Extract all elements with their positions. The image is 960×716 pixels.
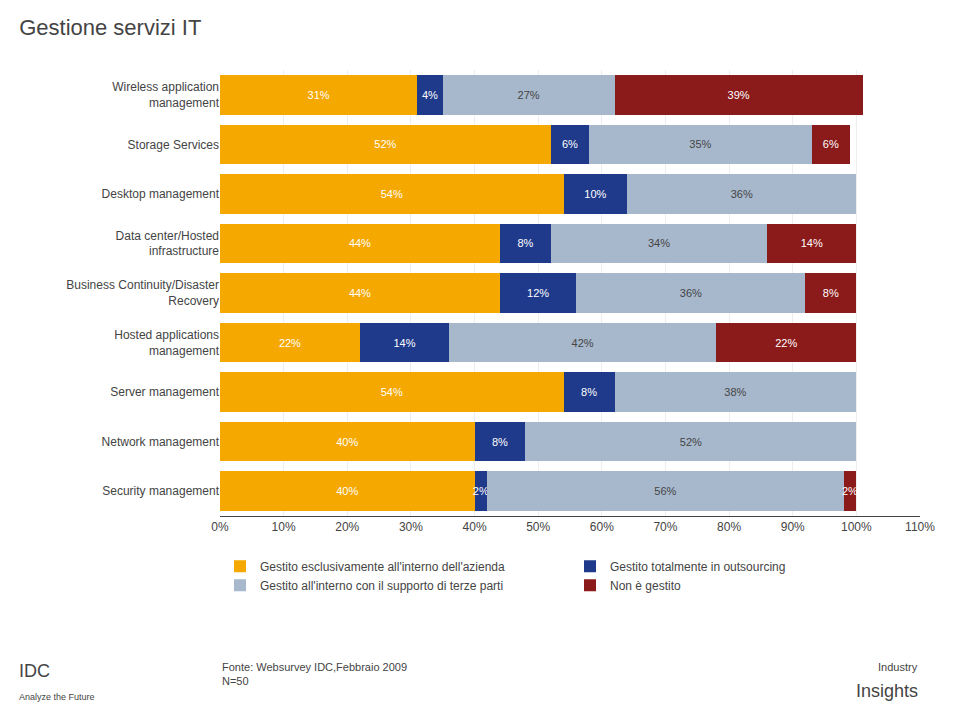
svg-text:8%: 8% [581,386,597,398]
svg-text:4%: 4% [422,89,438,101]
svg-text:Storage Services: Storage Services [128,138,219,152]
svg-text:Gestito all'interno con il sup: Gestito all'interno con il supporto di t… [260,579,503,593]
svg-text:22%: 22% [279,337,301,349]
svg-text:22%: 22% [775,337,797,349]
svg-text:Security management: Security management [102,484,219,498]
svg-text:35%: 35% [689,138,711,150]
svg-text:Desktop management: Desktop management [102,187,220,201]
svg-text:Data center/Hostedinfrastructu: Data center/Hostedinfrastructure [116,229,220,259]
svg-text:14%: 14% [393,337,415,349]
svg-text:Network management: Network management [102,435,220,449]
svg-text:70%: 70% [653,520,677,534]
svg-text:80%: 80% [717,520,741,534]
svg-text:31%: 31% [308,89,330,101]
svg-text:10%: 10% [584,188,606,200]
svg-text:38%: 38% [724,386,746,398]
svg-text:10%: 10% [272,520,296,534]
svg-text:60%: 60% [590,520,614,534]
svg-text:20%: 20% [335,520,359,534]
svg-text:Hosted applicationsmanagement: Hosted applicationsmanagement [114,328,219,358]
svg-text:54%: 54% [381,386,403,398]
svg-text:27%: 27% [518,89,540,101]
svg-text:Analyze the Future: Analyze the Future [19,692,95,702]
svg-text:Server management: Server management [110,385,219,399]
svg-text:6%: 6% [562,138,578,150]
svg-text:Gestito esclusivamente all'int: Gestito esclusivamente all'interno dell'… [260,560,505,574]
svg-text:44%: 44% [349,237,371,249]
svg-text:90%: 90% [781,520,805,534]
svg-text:8%: 8% [517,237,533,249]
svg-text:36%: 36% [731,188,753,200]
svg-text:IDC: IDC [19,661,50,681]
svg-text:6%: 6% [823,138,839,150]
svg-text:0%: 0% [211,520,229,534]
svg-text:2%: 2% [473,485,489,497]
svg-text:8%: 8% [492,436,508,448]
svg-text:100%: 100% [841,520,872,534]
svg-text:52%: 52% [374,138,396,150]
svg-text:14%: 14% [801,237,823,249]
svg-text:Wireless applicationmanagement: Wireless applicationmanagement [112,80,219,110]
svg-text:2%: 2% [842,485,858,497]
svg-text:Gestione servizi IT: Gestione servizi IT [19,15,201,40]
svg-text:39%: 39% [728,89,750,101]
svg-text:Industry: Industry [878,661,918,673]
svg-text:Business Continuity/DisasterRe: Business Continuity/DisasterRecovery [66,278,219,308]
svg-text:Gestito totalmente in outsourc: Gestito totalmente in outsourcing [610,560,785,574]
svg-text:34%: 34% [648,237,670,249]
svg-text:44%: 44% [349,287,371,299]
svg-text:12%: 12% [527,287,549,299]
svg-text:Insights: Insights [856,681,918,701]
svg-text:56%: 56% [654,485,676,497]
svg-text:110%: 110% [905,520,935,534]
svg-text:50%: 50% [526,520,550,534]
svg-text:8%: 8% [823,287,839,299]
svg-text:42%: 42% [572,337,594,349]
svg-text:Fonte: Websurvey IDC,Febbraio: Fonte: Websurvey IDC,Febbraio 2009N=50 [222,661,407,687]
svg-text:40%: 40% [463,520,487,534]
svg-text:36%: 36% [680,287,702,299]
svg-text:40%: 40% [336,485,358,497]
svg-text:54%: 54% [381,188,403,200]
svg-text:30%: 30% [399,520,423,534]
svg-text:52%: 52% [680,436,702,448]
svg-text:Non è gestito: Non è gestito [610,579,681,593]
svg-text:40%: 40% [336,436,358,448]
